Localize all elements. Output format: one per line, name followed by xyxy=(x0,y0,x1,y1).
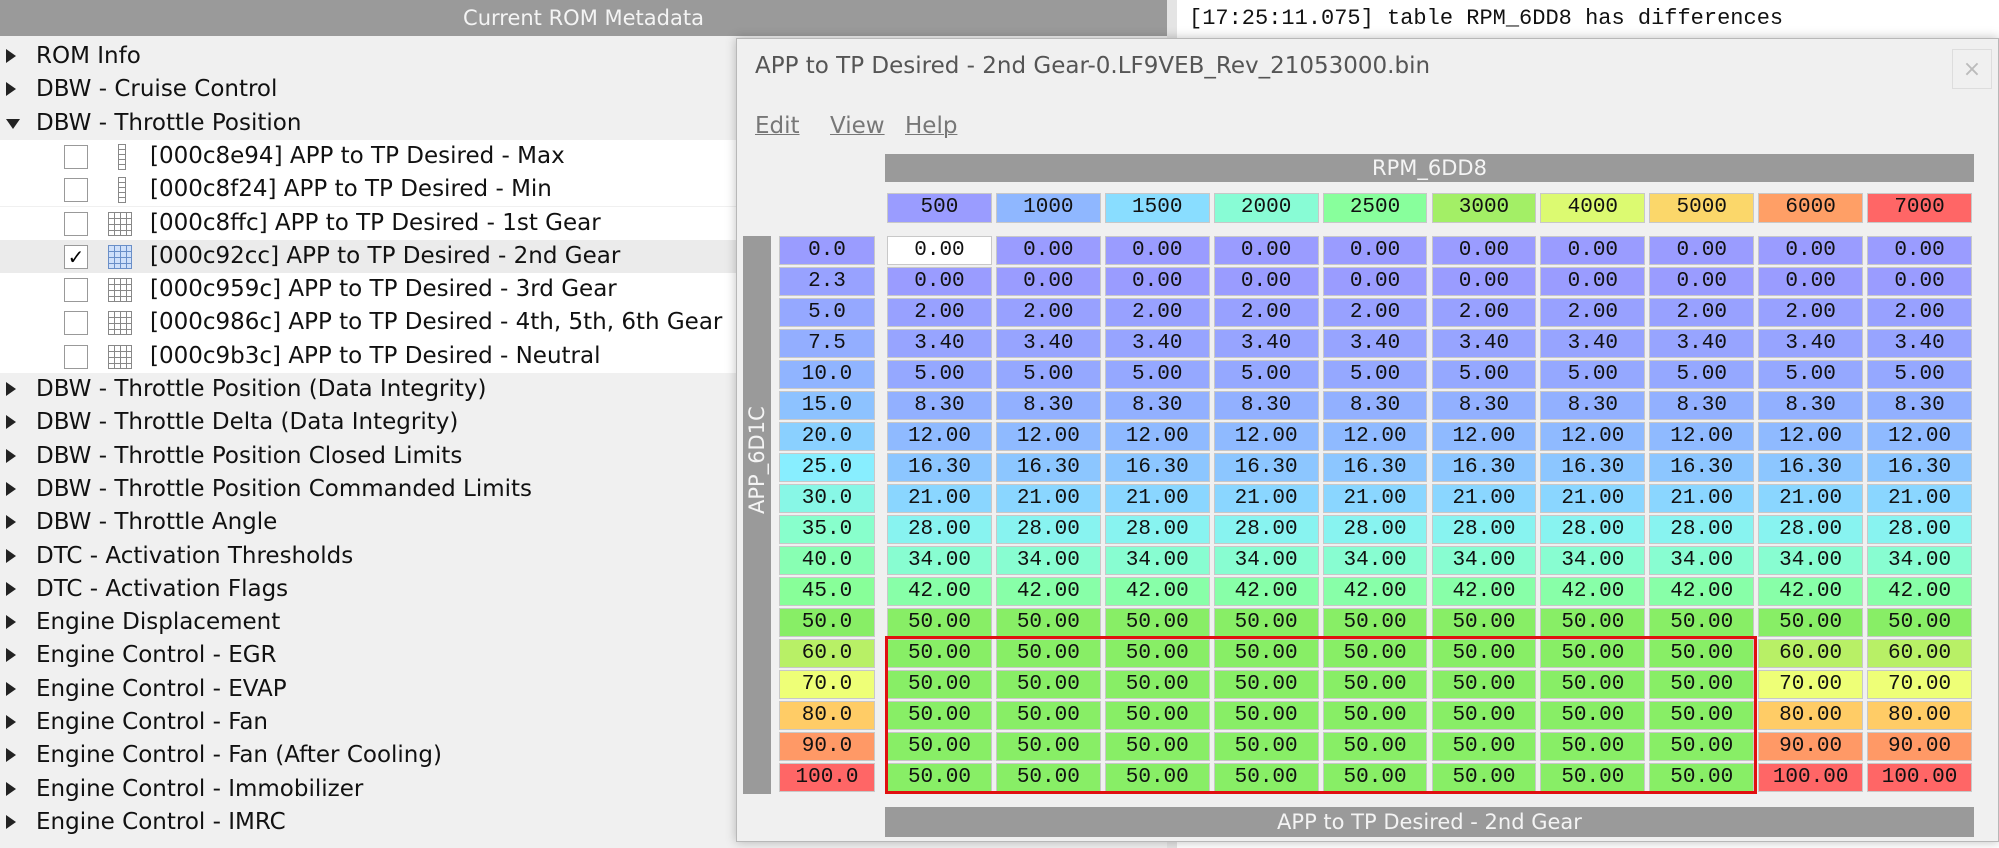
tree-item[interactable]: Engine Control - EVAP xyxy=(36,675,287,702)
close-button[interactable]: × xyxy=(1952,49,1992,89)
tree-item[interactable]: Engine Control - Immobilizer xyxy=(36,775,364,802)
expand-arrow[interactable] xyxy=(6,581,16,596)
icon-2d xyxy=(108,244,132,269)
checkbox[interactable] xyxy=(64,144,88,169)
tree-item[interactable]: DBW - Throttle Position (Data Integrity) xyxy=(36,376,487,402)
tree-item[interactable]: DBW - Throttle Angle xyxy=(36,509,278,536)
expand-arrow[interactable] xyxy=(6,448,16,463)
expand-arrow[interactable] xyxy=(6,481,16,496)
tree-item[interactable]: DBW - Throttle Position Commanded Limits xyxy=(36,475,533,502)
expand-arrow[interactable] xyxy=(6,49,16,63)
icon-2d xyxy=(108,311,132,336)
tree-item[interactable]: Engine Control - Fan xyxy=(36,709,268,735)
menu-item[interactable]: View xyxy=(830,113,885,139)
expand-arrow[interactable] xyxy=(6,382,16,396)
tree-item[interactable]: Engine Control - IMRC xyxy=(36,808,286,835)
menu-item[interactable]: Help xyxy=(905,113,958,139)
icon-2d xyxy=(108,278,132,303)
checkbox[interactable]: ✓ xyxy=(64,244,88,269)
window-title: APP to TP Desired - 2nd Gear-0.LF9VEB_Re… xyxy=(755,53,1431,79)
tree-item[interactable]: [000c9b3c] APP to TP Desired - Neutral xyxy=(150,342,601,369)
tree-item[interactable]: DBW - Throttle Position xyxy=(36,109,302,136)
log-line: [17:25:11.075] table RPM_6DD8 has differ… xyxy=(1189,6,1784,31)
icon-2d xyxy=(108,344,132,369)
tree-item[interactable]: Engine Control - EGR xyxy=(36,642,277,669)
tree-item[interactable]: [000c92cc] APP to TP Desired - 2nd Gear xyxy=(150,242,621,269)
checkbox[interactable] xyxy=(64,278,88,303)
checkbox[interactable] xyxy=(64,211,88,236)
tree-item[interactable]: [000c986c] APP to TP Desired - 4th, 5th,… xyxy=(150,309,723,336)
tree-item[interactable]: DTC - Activation Thresholds xyxy=(36,542,354,569)
expand-arrow[interactable] xyxy=(6,548,16,563)
tree-item[interactable]: Engine Control - Fan (After Cooling) xyxy=(36,742,442,769)
expand-arrow[interactable] xyxy=(6,648,16,663)
tree-item[interactable]: Engine Displacement xyxy=(36,609,281,636)
panel-header: Current ROM Metadata xyxy=(0,0,1167,36)
checkbox[interactable] xyxy=(64,311,88,336)
checkbox[interactable] xyxy=(64,344,88,369)
checkbox[interactable] xyxy=(64,178,88,203)
expand-arrow[interactable] xyxy=(6,82,16,97)
table-window: APP to TP Desired - 2nd Gear-0.LF9VEB_Re… xyxy=(736,38,1999,842)
expand-arrow[interactable] xyxy=(6,415,16,430)
tree-item[interactable]: ROM Info xyxy=(36,43,141,69)
icon-1d xyxy=(118,143,126,170)
expand-arrow[interactable] xyxy=(6,515,16,530)
expand-arrow[interactable] xyxy=(6,781,16,796)
tree-item[interactable]: DTC - Activation Flags xyxy=(36,575,289,602)
tree-item[interactable]: [000c8f24] APP to TP Desired - Min xyxy=(150,176,552,203)
menu-item[interactable]: Edit xyxy=(755,113,800,139)
expand-arrow[interactable] xyxy=(6,748,16,763)
expand-arrow[interactable] xyxy=(6,715,16,729)
tree-item[interactable]: DBW - Throttle Delta (Data Integrity) xyxy=(36,409,459,436)
expand-arrow[interactable] xyxy=(6,118,20,129)
tree-item[interactable]: [000c8e94] APP to TP Desired - Max xyxy=(150,142,565,169)
tree-item[interactable]: [000c8ffc] APP to TP Desired - 1st Gear xyxy=(150,209,601,236)
expand-arrow[interactable] xyxy=(6,814,16,829)
tree-item[interactable]: DBW - Cruise Control xyxy=(36,76,278,103)
expand-arrow[interactable] xyxy=(6,681,16,696)
expand-arrow[interactable] xyxy=(6,615,16,630)
icon-1d xyxy=(118,177,126,204)
menu-bar: Edit View Help xyxy=(737,109,1998,145)
icon-2d xyxy=(108,211,132,236)
tree-item[interactable]: [000c959c] APP to TP Desired - 3rd Gear xyxy=(150,276,617,303)
tree-item[interactable]: DBW - Throttle Position Closed Limits xyxy=(36,442,463,469)
